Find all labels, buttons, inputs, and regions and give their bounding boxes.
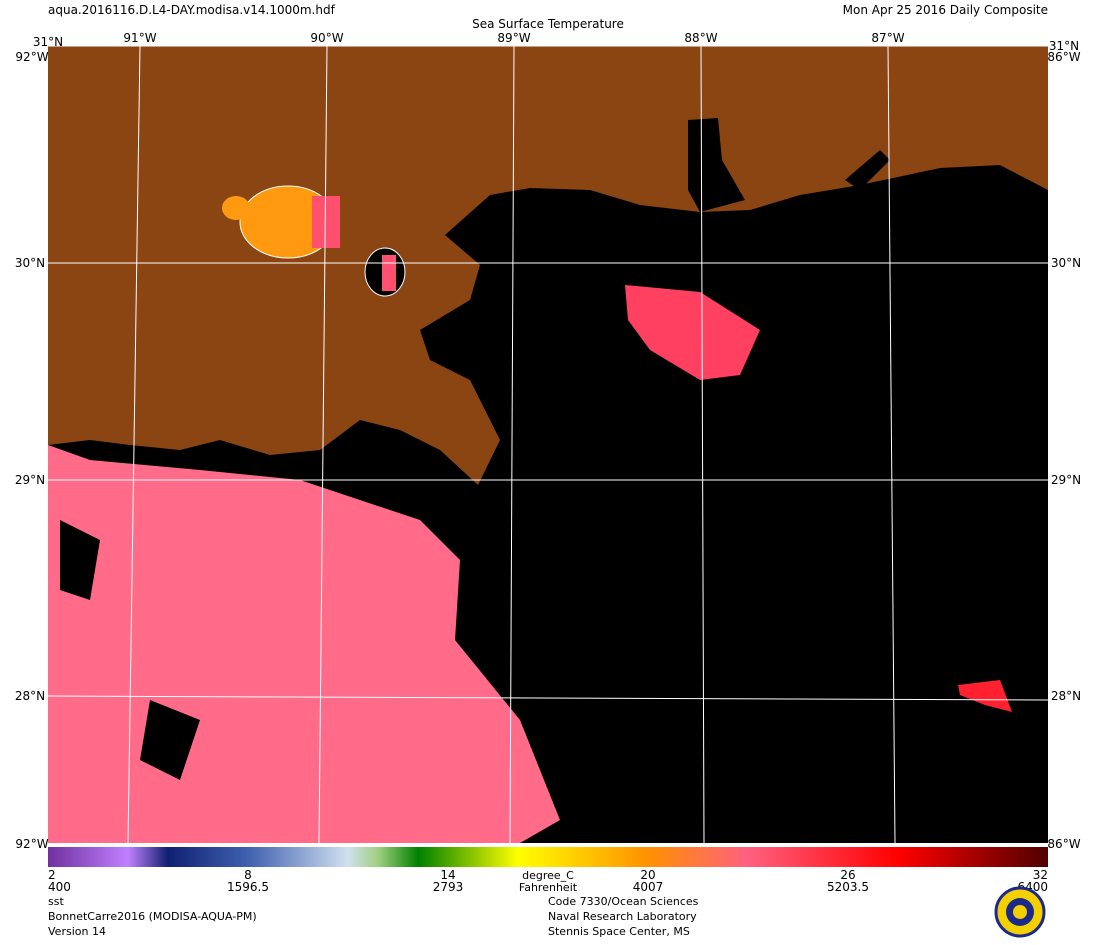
grid-line [127,45,141,844]
lat-label: 31°N [1049,39,1079,53]
unit: degree_C [522,869,574,882]
grid-line [887,45,896,844]
footer-text: BonnetCarre2016 (MODISA-AQUA-PM) [48,910,257,923]
map [47,45,1049,844]
footer-text: Naval Research Laboratory [548,910,697,923]
colorbar-label-2: 5203.5 [827,880,869,894]
colorbar-label-2: 1596.5 [227,880,269,894]
lon-label: 87°W [871,31,904,45]
grid-line [318,45,328,844]
footer-text: Version 14 [48,925,106,938]
lat-label: 31°N [33,35,63,49]
footer-text: Stennis Space Center, MS [548,925,690,938]
colorbar-label: 14 [440,868,455,882]
footer-text: Code 7330/Ocean Sciences [548,895,699,908]
colorbar-label: 2 [48,868,56,882]
lat-label: 29°N [1051,473,1081,487]
lat-label: 30°N [1051,256,1081,270]
colorbar-label-2: 2793 [433,880,464,894]
grid-line [700,45,705,844]
lon-label: 91°W [123,31,156,45]
lon-label: 90°W [310,31,343,45]
colorbar-label-2: 400 [48,880,71,894]
unit2: Fahrenheit [519,881,578,894]
colorbar-label-2: 4007 [633,880,664,894]
lon-label: 89°W [497,31,530,45]
corner-label: 92°W [15,837,48,851]
lat-label: 28°N [1051,689,1081,703]
date: Mon Apr 25 2016 Daily Composite [843,3,1048,17]
lat-label: 29°N [15,473,45,487]
footer-text: sst [48,895,64,908]
grid-line [509,45,515,844]
colorbar [48,847,1048,867]
map-title: Sea Surface Temperature [472,17,624,31]
lat-label: 30°N [15,256,45,270]
corner-label: 86°W [1047,837,1080,851]
grid-line [47,695,1049,701]
logo [994,886,1046,938]
corner-label: 92°W [15,50,48,64]
colorbar-label: 20 [640,868,655,882]
colorbar-label: 8 [244,868,252,882]
colorbar-label: 32 [1033,868,1048,882]
lat-label: 28°N [15,689,45,703]
lon-label: 88°W [684,31,717,45]
file-name: aqua.2016116.D.L4-DAY.modisa.v14.1000m.h… [48,3,336,17]
corner-label: 86°W [1047,50,1080,64]
colorbar-label: 26 [840,868,855,882]
